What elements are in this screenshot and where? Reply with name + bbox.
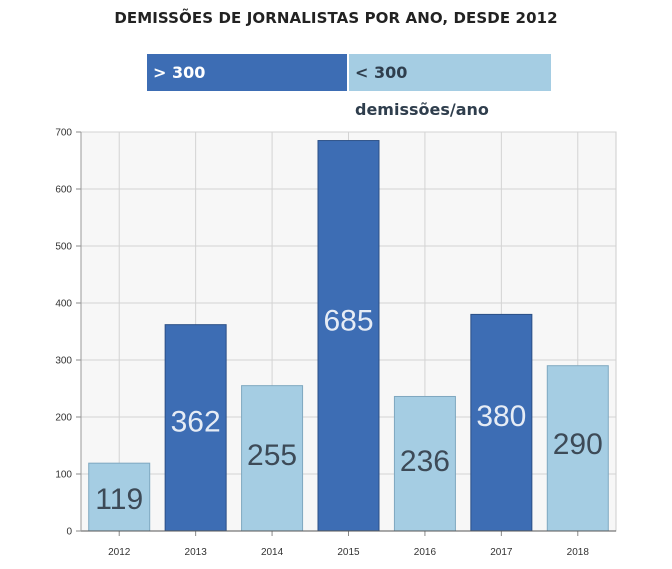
legend-item-below-300: < 300 demissões/ano	[349, 54, 551, 119]
data-label: 362	[171, 406, 221, 439]
data-label: 119	[95, 483, 143, 516]
legend-item-above-300: > 300 demissões/ano	[147, 54, 347, 119]
x-tick-label: 2015	[337, 547, 360, 558]
y-tick-label: 0	[66, 527, 72, 538]
y-tick-label: 700	[55, 128, 72, 139]
chart-title: DEMISSÕES DE JORNALISTAS POR ANO, DESDE …	[114, 9, 558, 27]
data-label: 290	[553, 428, 603, 461]
y-tick-label: 100	[55, 470, 72, 481]
x-tick-label: 2012	[108, 547, 131, 558]
x-tick-label: 2017	[490, 547, 513, 558]
legend: > 300 demissões/ano < 300 demissões/ano	[147, 54, 551, 119]
y-tick-label: 400	[55, 299, 72, 310]
y-tick-label: 200	[55, 413, 72, 424]
bar-2017	[470, 313, 533, 532]
y-tick-label: 600	[55, 185, 72, 196]
x-tick-label: 2016	[414, 547, 437, 558]
y-tick-label: 300	[55, 356, 72, 367]
bar-2018	[546, 365, 609, 532]
x-tick-label: 2014	[261, 547, 284, 558]
bar-2016	[393, 395, 456, 532]
data-label: 236	[400, 445, 450, 478]
bar-2014	[241, 385, 304, 532]
x-tick-label: 2018	[567, 547, 590, 558]
y-tick-label: 500	[55, 242, 72, 253]
data-label: 685	[323, 304, 373, 337]
x-tick-label: 2013	[185, 547, 208, 558]
data-label: 255	[247, 439, 297, 472]
bar-2015	[317, 140, 380, 532]
bar-2013	[164, 324, 227, 532]
data-label: 380	[476, 400, 526, 433]
